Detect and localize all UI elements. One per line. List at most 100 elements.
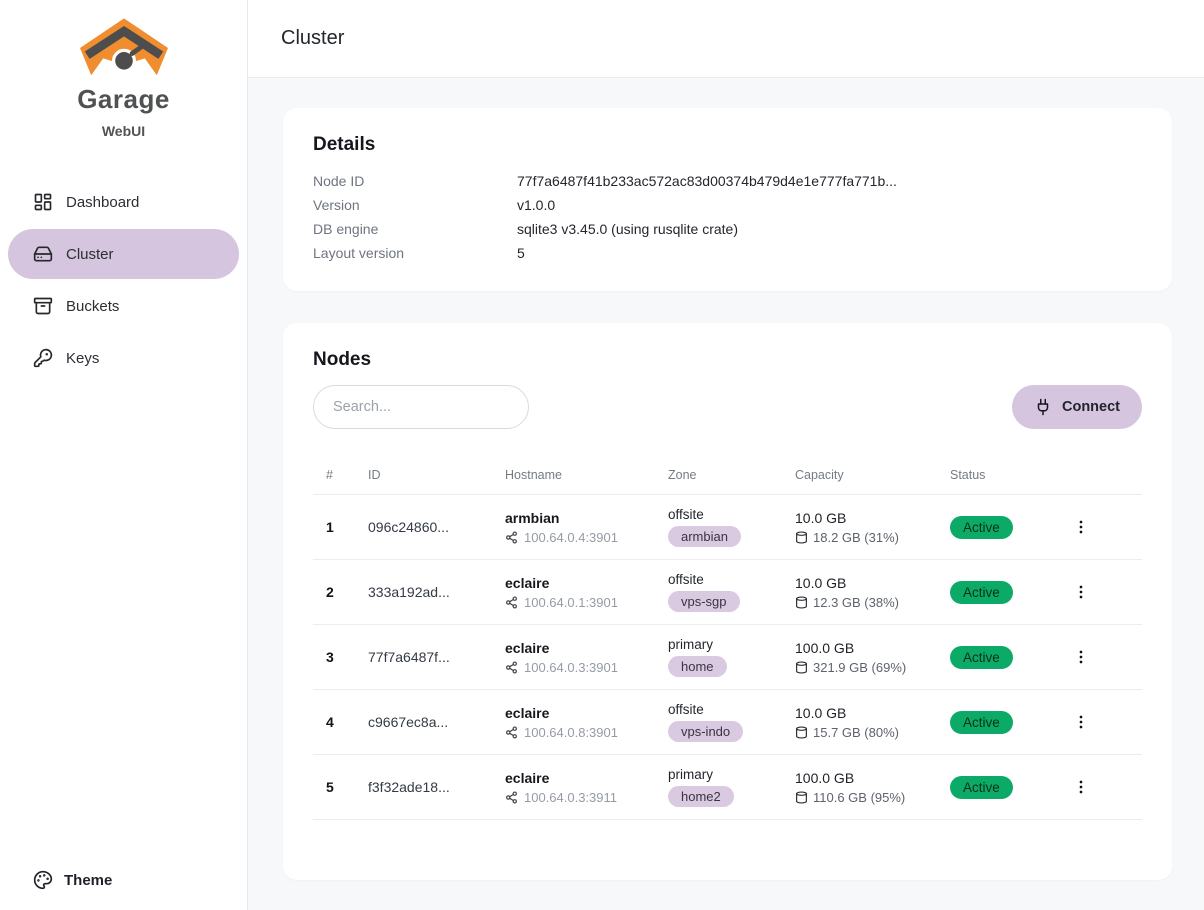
node-zone: offsite (668, 702, 704, 717)
node-status-cell: Active (950, 580, 1069, 604)
node-actions-cell (1069, 773, 1142, 801)
zone-tag-badge: home2 (668, 786, 734, 807)
detail-row: Layout version 5 (313, 241, 1142, 265)
node-actions-cell (1069, 643, 1142, 671)
node-status-cell: Active (950, 710, 1069, 734)
node-capacity: 10.0 GB (795, 704, 847, 721)
col-header-id: ID (368, 467, 381, 482)
search-input[interactable] (313, 385, 529, 429)
node-id: c9667ec8a... (368, 714, 449, 730)
detail-value: 5 (517, 245, 525, 261)
database-icon (795, 790, 808, 804)
cluster-icon (33, 244, 53, 264)
zone-tag-badge: vps-sgp (668, 591, 740, 612)
database-icon (795, 530, 808, 544)
node-capacity-cell: 100.0 GB 321.9 GB (69%) (795, 640, 950, 675)
node-hostname-cell: eclaire 100.64.0.3:3901 (505, 640, 668, 675)
node-hostname: armbian (505, 509, 560, 526)
node-usage: 321.9 GB (69%) (813, 659, 907, 675)
col-header-capacity: Capacity (795, 467, 844, 482)
kebab-icon (1073, 779, 1089, 795)
node-usage: 110.6 GB (95%) (813, 789, 906, 805)
details-card: Details Node ID 77f7a6487f41b233ac572ac8… (283, 108, 1172, 291)
node-capacity-cell: 10.0 GB 15.7 GB (80%) (795, 705, 950, 740)
kebab-icon (1073, 584, 1089, 600)
node-hostname: eclaire (505, 704, 550, 721)
row-actions-button[interactable] (1069, 708, 1093, 736)
col-header-hostname: Hostname (505, 467, 562, 482)
node-address: 100.64.0.3:3911 (524, 789, 618, 805)
keys-icon (33, 348, 53, 368)
node-address-row: 100.64.0.1:3901 (505, 595, 668, 610)
row-actions-button[interactable] (1069, 773, 1093, 801)
zone-tag-badge: home (668, 656, 727, 677)
connect-button[interactable]: Connect (1012, 385, 1142, 429)
share-icon (505, 530, 518, 544)
detail-row: DB engine sqlite3 v3.45.0 (using rusqlit… (313, 217, 1142, 241)
sidebar-item-buckets[interactable]: Buckets (8, 281, 239, 331)
status-badge: Active (950, 515, 1013, 539)
table-row[interactable]: 2 333a192ad... eclaire 100.64.0.1:3901 (313, 560, 1142, 625)
node-zone-cell: primary home (668, 637, 795, 677)
database-icon (795, 660, 808, 674)
share-icon (505, 725, 518, 739)
sidebar-item-label: Cluster (66, 245, 114, 263)
table-row[interactable]: 1 096c24860... armbian 100.64.0.4:3901 (313, 495, 1142, 560)
status-badge: Active (950, 580, 1013, 604)
nodes-card: Nodes Connect # ID Hostname Zone Capacit… (283, 323, 1172, 880)
node-id: 333a192ad... (368, 584, 450, 600)
row-actions-button[interactable] (1069, 513, 1093, 541)
node-usage: 12.3 GB (38%) (813, 594, 899, 610)
detail-value: 77f7a6487f41b233ac572ac83d00374b479d4e1e… (517, 173, 897, 189)
table-body: 1 096c24860... armbian 100.64.0.4:3901 (313, 495, 1142, 820)
node-address: 100.64.0.1:3901 (524, 594, 618, 610)
node-capacity: 10.0 GB (795, 509, 847, 526)
detail-label: Node ID (313, 173, 365, 189)
table-row[interactable]: 5 f3f32ade18... eclaire 100.64.0.3:3911 (313, 755, 1142, 820)
node-usage-row: 321.9 GB (69%) (795, 660, 950, 675)
topbar: Cluster (248, 0, 1204, 78)
zone-tag-badge: vps-indo (668, 721, 744, 742)
col-header-zone: Zone (668, 467, 697, 482)
node-zone: offsite (668, 507, 704, 522)
node-capacity: 100.0 GB (795, 769, 855, 786)
share-icon (505, 660, 518, 674)
row-actions-button[interactable] (1069, 643, 1093, 671)
node-address-row: 100.64.0.4:3901 (505, 530, 668, 545)
node-zone-cell: primary home2 (668, 767, 795, 807)
details-title: Details (313, 134, 376, 155)
nodes-table: # ID Hostname Zone Capacity Status 1 096… (313, 455, 1142, 820)
node-status-cell: Active (950, 645, 1069, 669)
node-address-row: 100.64.0.8:3901 (505, 725, 668, 740)
node-zone: offsite (668, 572, 704, 587)
sidebar-item-cluster[interactable]: Cluster (8, 229, 239, 279)
node-usage-row: 12.3 GB (38%) (795, 595, 950, 610)
node-status-cell: Active (950, 515, 1069, 539)
connect-label: Connect (1062, 399, 1120, 415)
app-subtitle: WebUI (101, 123, 146, 139)
detail-label: DB engine (313, 221, 379, 237)
node-hostname-cell: eclaire 100.64.0.8:3901 (505, 705, 668, 740)
nodes-title: Nodes (313, 349, 372, 370)
node-capacity: 10.0 GB (795, 574, 847, 591)
node-usage: 18.2 GB (31%) (813, 529, 899, 545)
node-zone: primary (668, 767, 714, 782)
row-actions-button[interactable] (1069, 578, 1093, 606)
app-title: Garage (77, 84, 170, 114)
kebab-icon (1073, 519, 1089, 535)
theme-button[interactable]: Theme (0, 850, 247, 910)
sidebar-nav: Dashboard Cluster Buckets Keys (0, 177, 247, 383)
sidebar-item-keys[interactable]: Keys (8, 333, 239, 383)
sidebar-item-dashboard[interactable]: Dashboard (8, 177, 239, 227)
node-capacity-cell: 100.0 GB 110.6 GB (95%) (795, 770, 950, 805)
table-row[interactable]: 4 c9667ec8a... eclaire 100.64.0.8:3901 (313, 690, 1142, 755)
main-area: Cluster Details Node ID 77f7a6487f41b233… (248, 0, 1204, 910)
node-id: 096c24860... (368, 519, 449, 535)
node-number: 1 (326, 519, 334, 535)
col-header-status: Status (950, 467, 986, 482)
node-hostname: eclaire (505, 574, 550, 591)
logo-area: Garage WebUI (0, 0, 247, 139)
sidebar-item-label: Buckets (66, 297, 120, 315)
node-hostname: eclaire (505, 639, 550, 656)
table-row[interactable]: 3 77f7a6487f... eclaire 100.64.0.3:3901 (313, 625, 1142, 690)
